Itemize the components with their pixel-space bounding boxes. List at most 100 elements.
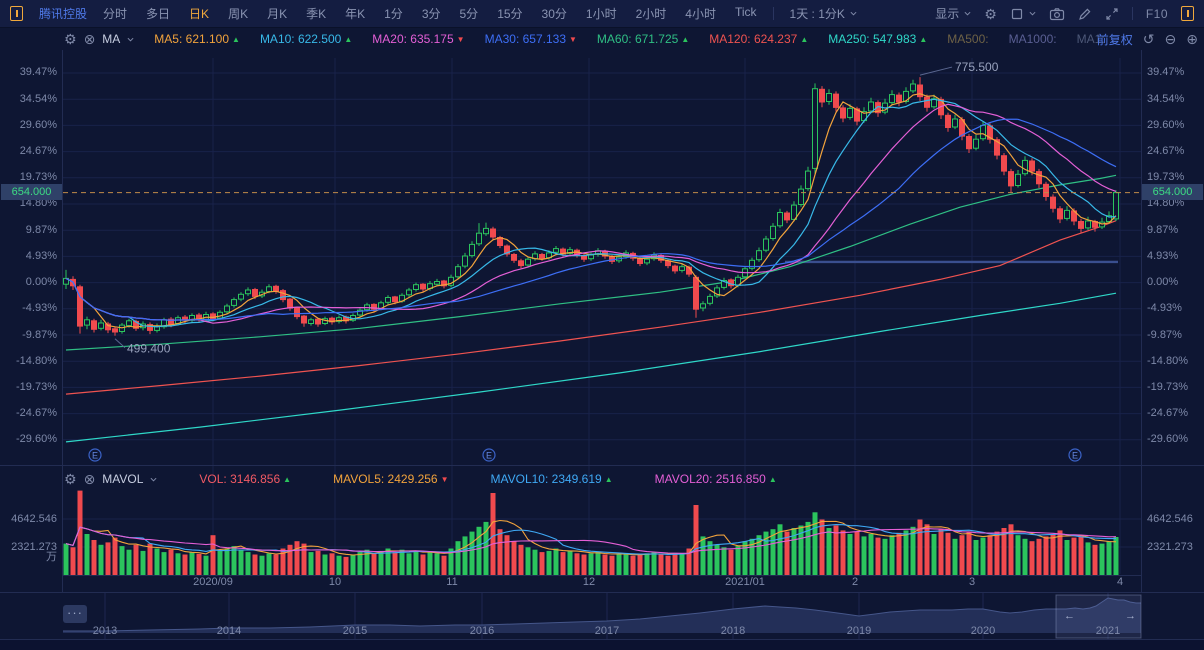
y-axis-tick-left: -19.73%	[16, 380, 57, 393]
price-annotations: 775.500 499.400	[114, 60, 999, 356]
x-axis-month-label: 2	[851, 576, 859, 588]
down-arrow-icon: ▼	[440, 475, 449, 484]
up-arrow-icon: ▲	[344, 35, 353, 44]
pencil-draw-icon[interactable]	[1078, 7, 1092, 21]
tab-2小时[interactable]: 2小时	[635, 7, 667, 21]
camera-icon[interactable]	[1049, 7, 1065, 21]
tab-1小时[interactable]: 1小时	[585, 7, 617, 21]
down-arrow-icon: ▼	[456, 35, 465, 44]
indicator-readout-MA120: MA120: 624.237 ▲	[709, 32, 808, 46]
tab-Tick[interactable]: Tick	[734, 5, 757, 19]
y-axis-tick-left: 4.93%	[25, 249, 57, 262]
up-arrow-icon: ▲	[232, 35, 240, 44]
f10-button[interactable]: F10	[1145, 6, 1168, 21]
tab-15分[interactable]: 15分	[497, 7, 523, 21]
tab-周K[interactable]: 周K	[228, 7, 249, 21]
chevron-down-icon	[850, 11, 857, 16]
low-price-label: 499.400	[127, 342, 171, 356]
chart-style-selector[interactable]	[1010, 7, 1036, 21]
indicator-readout-VOL: VOL: 3146.856 ▲	[199, 472, 291, 486]
y-axis-tick-right: -19.73%	[1147, 380, 1188, 393]
navigator-selection-window[interactable]	[1055, 594, 1142, 639]
y-axis-tick-left: 29.60%	[19, 118, 57, 131]
mavol-line-5	[65, 519, 1117, 556]
stock-label-icon[interactable]	[10, 6, 23, 21]
y-axis-tick-left: -29.60%	[16, 433, 57, 446]
tab-30分[interactable]: 30分	[541, 7, 567, 21]
tab-季K[interactable]: 季K	[306, 7, 327, 21]
indicator-settings-icon[interactable]: ⚙	[64, 31, 77, 47]
indicator-name[interactable]: MAVOL	[102, 472, 144, 486]
current-price-badge-left: 654.000	[1, 184, 62, 200]
zoom-in-icon[interactable]: ⊕	[1186, 31, 1198, 47]
indicator-close-icon[interactable]: ⊗	[83, 471, 96, 487]
event-circle-icon	[1068, 448, 1082, 462]
y-axis-tick-left: 14.80%	[19, 197, 57, 210]
down-arrow-icon: ▼	[569, 35, 577, 44]
indicator-value: MA5: 621.100	[154, 32, 230, 46]
zoom-out-icon[interactable]: ⊖	[1164, 31, 1177, 47]
grid-lines	[63, 58, 1141, 574]
chevron-down-icon	[127, 37, 134, 42]
tab-年K[interactable]: 年K	[345, 7, 366, 21]
ma-indicator-bar: ⚙ ⊗ MA MA5: 621.100 ▲ MA10: 622.500 ▲ MA20: …	[0, 28, 1105, 50]
stock-tag-icon[interactable]	[1181, 6, 1194, 21]
indicator-readout-MAVOL10: MAVOL10: 2349.619 ▲	[491, 472, 613, 486]
y-axis-tick-left: 19.73%	[19, 171, 57, 184]
display-menu[interactable]: 显示	[935, 5, 971, 22]
y-axis-tick-left: 9.87%	[25, 223, 57, 236]
event-letter: E	[92, 451, 98, 461]
indicator-value: MA1000:	[1008, 32, 1057, 46]
y-axis-tick-right: 19.73%	[1147, 171, 1185, 184]
indicator-value: MA60: 671.725	[596, 32, 679, 46]
y-axis-tick-right: -14.80%	[1147, 354, 1188, 367]
y-axis-tick-right: 34.54%	[1147, 92, 1185, 105]
symbol-name[interactable]: 腾讯控股	[39, 7, 88, 21]
tab-分时[interactable]: 分时	[103, 7, 128, 21]
ma-line-MA60	[65, 174, 1117, 351]
indicator-name[interactable]: MA	[102, 32, 121, 46]
volume-tick-left: 4642.546	[11, 512, 57, 525]
y-axis-tick-left: -4.93%	[22, 302, 57, 315]
fullscreen-icon[interactable]	[1105, 7, 1119, 21]
y-axis-tick-left: -24.67%	[16, 407, 57, 420]
indicator-readout-MA500: MA500:	[947, 32, 988, 46]
indicator-readout-MA10: MA10: 622.500 ▲	[260, 32, 352, 46]
tab-5分[interactable]: 5分	[459, 7, 479, 21]
tab-月K[interactable]: 月K	[267, 7, 288, 21]
y-axis-tick-right: -24.67%	[1147, 407, 1188, 420]
event-letter: E	[1072, 451, 1078, 461]
long-ma-lines	[65, 174, 1117, 443]
settings-gear-icon[interactable]: ⚙	[984, 5, 997, 22]
volume-unit-label: 万	[46, 551, 57, 563]
tab-1分[interactable]: 1分	[384, 7, 403, 21]
indicator-value: MA1:	[1076, 32, 1105, 46]
chevron-down-icon	[1029, 11, 1036, 16]
indicator-value: MA10: 622.500	[259, 32, 342, 46]
navigator-area	[63, 598, 1141, 633]
navigator-year-label: 2019	[846, 625, 872, 637]
reset-zoom-icon[interactable]: ↺	[1142, 31, 1155, 47]
navigator-year-label: 2016	[469, 625, 495, 637]
interval-selector[interactable]: 1天 : 1分K	[790, 5, 857, 22]
selection-right-handle[interactable]: →	[1125, 610, 1136, 622]
indicator-settings-icon[interactable]: ⚙	[64, 471, 77, 487]
event-circle-icon	[88, 448, 102, 462]
indicator-close-icon[interactable]: ⊗	[83, 31, 96, 47]
indicator-value: MAVOL5: 2429.256	[333, 472, 438, 486]
tab-多日[interactable]: 多日	[146, 7, 171, 21]
y-axis-tick-right: 0.00%	[1147, 276, 1179, 289]
selection-left-handle[interactable]: ←	[1064, 610, 1075, 622]
y-axis-tick-right: -9.87%	[1147, 328, 1182, 341]
ma-line-MA5	[65, 93, 1117, 329]
ma-line-MA10	[65, 98, 1117, 328]
navigator-more-button[interactable]: ···	[63, 605, 87, 623]
tab-4小时[interactable]: 4小时	[685, 7, 716, 21]
tab-日K[interactable]: 日K	[189, 7, 210, 21]
y-axis-tick-right: 4.93%	[1147, 249, 1179, 262]
adjust-mode-button[interactable]: 前复权	[1096, 32, 1133, 47]
tab-3分[interactable]: 3分	[421, 7, 441, 21]
mavol-line-20	[65, 526, 1117, 554]
